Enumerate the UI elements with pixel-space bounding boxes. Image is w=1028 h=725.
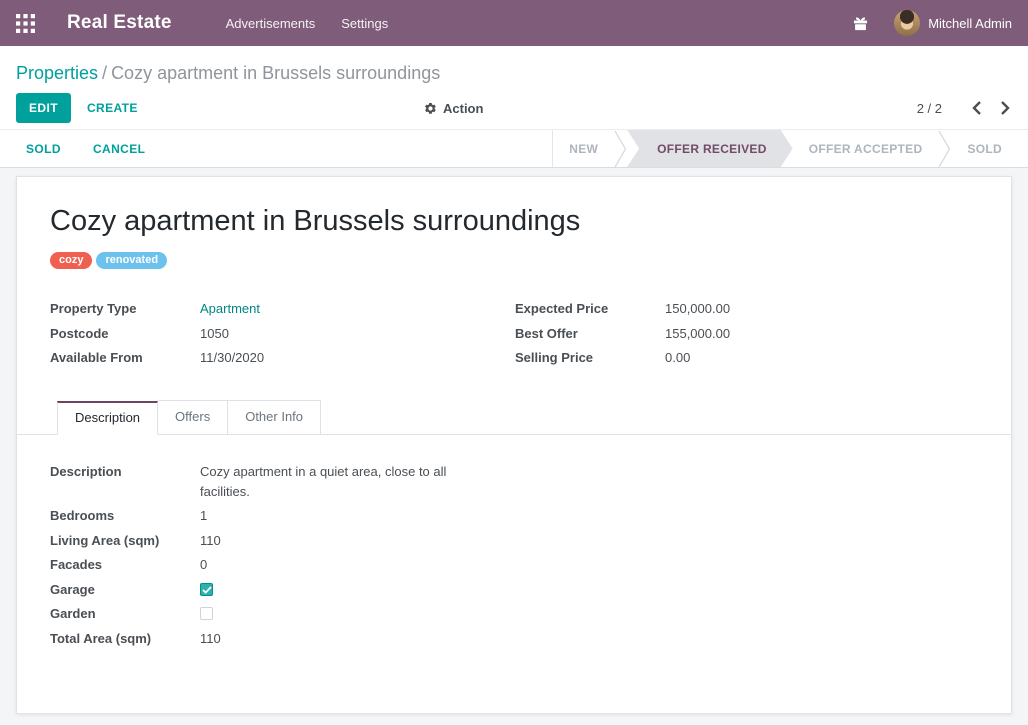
tab-other-info[interactable]: Other Info	[228, 399, 322, 434]
tab-description[interactable]: Description	[57, 400, 159, 435]
field-row: Garden	[50, 604, 978, 624]
control-buttons-row: EDIT CREATE Action 2 / 2	[0, 87, 1028, 129]
tag-cozy[interactable]: cozy	[50, 252, 93, 269]
field-value-facades: 0	[200, 557, 208, 572]
field-label-selling-price: Selling Price	[515, 350, 594, 365]
field-row: Best Offer 155,000.00	[515, 324, 980, 344]
action-menu[interactable]: Action	[424, 101, 483, 116]
menu-settings[interactable]: Settings	[341, 15, 389, 31]
field-value-total-area: 110	[200, 630, 221, 646]
field-row: Facades 0	[50, 555, 978, 575]
breadcrumb-separator: /	[102, 63, 108, 83]
checkbox-garage[interactable]	[200, 582, 213, 596]
field-value-description: Cozy apartment in a quiet area, close to…	[200, 463, 447, 499]
chevron-left-icon	[972, 101, 981, 115]
form-sheet: Cozy apartment in Brussels surroundings …	[16, 176, 1012, 714]
field-value-bedrooms: 1	[200, 508, 208, 523]
field-value-postcode: 1050	[200, 325, 229, 341]
property-title: Cozy apartment in Brussels surroundings	[50, 205, 581, 237]
field-row: Available From 11/30/2020	[50, 348, 515, 368]
field-value-selling-price: 0.00	[665, 350, 691, 365]
gear-icon	[425, 102, 436, 114]
cancel-button[interactable]: CANCEL	[92, 141, 146, 156]
statusbar-action-buttons: SOLD CANCEL	[0, 130, 145, 167]
breadcrumb-parent-link[interactable]: Properties	[16, 63, 99, 83]
app-brand-title[interactable]: Real Estate	[67, 12, 172, 33]
statusbar: SOLD CANCEL NEW OFFER RECEIVED OFFER ACC…	[0, 129, 1028, 168]
status-step-sold[interactable]: SOLD	[967, 141, 1002, 156]
status-step-new[interactable]: NEW	[569, 141, 599, 156]
field-row: Postcode 1050	[50, 324, 515, 344]
field-label-expected-price: Expected Price	[515, 301, 609, 316]
field-value-living-area: 110	[200, 532, 221, 548]
field-label-property-type: Property Type	[50, 301, 137, 316]
user-avatar[interactable]	[894, 10, 921, 36]
sold-button[interactable]: SOLD	[26, 141, 61, 156]
form-view-background: Cozy apartment in Brussels surroundings …	[0, 168, 1028, 724]
pager: 2 / 2	[917, 99, 1012, 117]
apps-grid-icon[interactable]	[16, 13, 35, 33]
field-label-living-area: Living Area (sqm)	[50, 532, 160, 548]
field-row: Garage	[50, 580, 978, 600]
chevron-separator-icon	[614, 130, 627, 167]
field-label-description: Description	[50, 463, 122, 479]
status-step-separator	[938, 130, 951, 167]
field-row: Living Area (sqm) 110	[50, 531, 978, 551]
field-row: Property Type Apartment	[50, 299, 515, 319]
field-value-best-offer: 155,000.00	[665, 325, 731, 341]
field-value-property-type: Apartment	[200, 299, 260, 319]
field-group: Property Type Apartment Postcode 1050 Av…	[50, 299, 978, 373]
create-button[interactable]: CREATE	[86, 101, 138, 115]
description-tab-page: Description Cozy apartment in a quiet ar…	[50, 435, 978, 649]
field-label-garage: Garage	[50, 581, 95, 597]
breadcrumb: Properties / Cozy apartment in Brussels su…	[0, 46, 1028, 87]
status-pipeline: NEW OFFER RECEIVED OFFER ACCEPTED SOLD	[552, 130, 1018, 167]
checkbox-garden[interactable]	[200, 607, 213, 620]
status-step-offer-received[interactable]: OFFER RECEIVED	[627, 130, 793, 167]
field-column-right: Expected Price 150,000.00 Best Offer 155…	[515, 299, 980, 373]
tag-renovated[interactable]: renovated	[96, 252, 168, 269]
control-panel: Properties / Cozy apartment in Brussels su…	[0, 46, 1028, 129]
gift-icon-glyph	[854, 16, 868, 30]
check-icon	[202, 585, 212, 594]
menu-advertisements[interactable]: Advertisements	[225, 15, 316, 31]
status-step-separator	[614, 130, 627, 167]
pager-next-button[interactable]	[998, 99, 1012, 117]
field-label-best-offer: Best Offer	[515, 325, 578, 341]
user-name[interactable]: Mitchell Admin	[928, 15, 1012, 31]
field-value-available-from: 11/30/2020	[200, 350, 265, 365]
field-label-postcode: Postcode	[50, 325, 109, 341]
edit-button[interactable]: EDIT	[16, 93, 71, 123]
tab-offers[interactable]: Offers	[158, 399, 229, 434]
field-label-facades: Facades	[50, 557, 103, 572]
status-step-offer-accepted[interactable]: OFFER ACCEPTED	[808, 141, 923, 156]
pager-count: 2 / 2	[916, 100, 942, 116]
field-row: Selling Price 0.00	[515, 348, 980, 368]
field-column-left: Property Type Apartment Postcode 1050 Av…	[50, 299, 515, 373]
field-label-available-from: Available From	[50, 350, 143, 365]
notebook-tabs: Description Offers Other Info	[17, 399, 1011, 435]
chevron-separator-icon	[938, 130, 951, 167]
field-label-total-area: Total Area (sqm)	[50, 630, 152, 646]
field-row: Total Area (sqm) 110	[50, 629, 978, 649]
field-row: Description Cozy apartment in a quiet ar…	[50, 462, 978, 502]
field-row: Expected Price 150,000.00	[515, 299, 980, 319]
field-value-expected-price: 150,000.00	[665, 301, 731, 316]
top-navbar: Real Estate Advertisements Settings Mitc…	[0, 0, 1028, 46]
breadcrumb-current: Cozy apartment in Brussels surroundings	[111, 63, 441, 83]
field-label-garden: Garden	[50, 606, 96, 621]
grid-icon-glyph	[16, 13, 35, 33]
pager-prev-button[interactable]	[970, 99, 984, 117]
property-type-link[interactable]: Apartment	[200, 301, 260, 316]
field-label-bedrooms: Bedrooms	[50, 508, 115, 523]
gift-icon[interactable]	[853, 16, 868, 31]
field-row: Bedrooms 1	[50, 506, 978, 526]
chevron-right-icon	[1001, 101, 1010, 115]
action-label: Action	[443, 100, 484, 116]
tag-list: cozy renovated	[50, 252, 978, 269]
